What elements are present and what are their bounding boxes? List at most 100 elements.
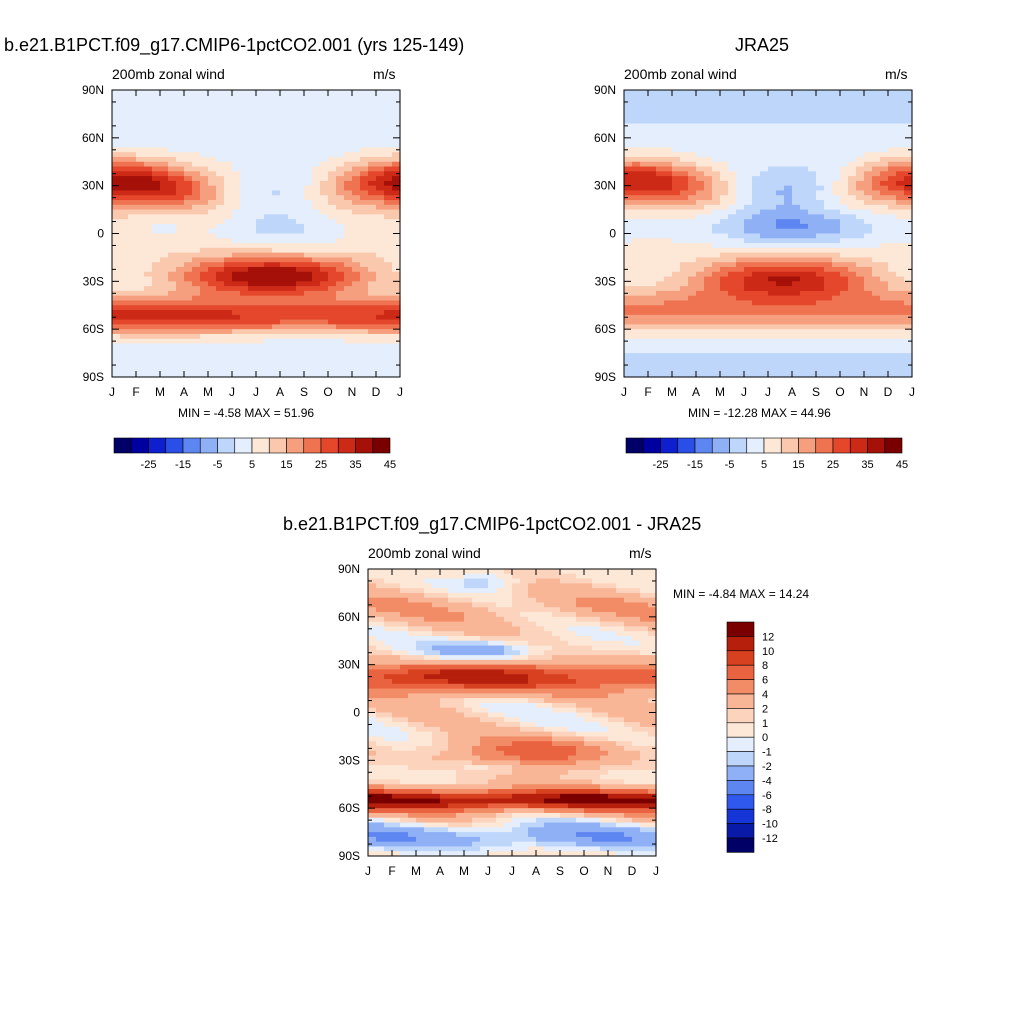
contour-cell xyxy=(648,262,657,268)
contour-cell xyxy=(776,300,785,306)
contour-cell xyxy=(192,90,201,96)
y-tick-label: 60N xyxy=(82,131,104,145)
contour-cell xyxy=(384,569,393,575)
contour-cell xyxy=(296,281,305,287)
contour-cell xyxy=(216,338,225,345)
contour-cell xyxy=(248,262,257,268)
contour-cell xyxy=(184,324,193,330)
contour-cell xyxy=(296,238,305,244)
contour-cell xyxy=(680,290,689,297)
contour-cell xyxy=(712,310,721,316)
contour-cell xyxy=(392,353,401,359)
contour-cell xyxy=(624,171,633,177)
contour-cell xyxy=(840,247,849,254)
contour-cell xyxy=(280,171,289,177)
contour-cell xyxy=(888,94,897,101)
contour-cell xyxy=(872,372,881,378)
contour-cell xyxy=(752,90,761,96)
contour-cell xyxy=(328,233,337,239)
obs-panel-title: JRA25 xyxy=(735,35,790,55)
contour-cell xyxy=(136,99,145,105)
contour-cell xyxy=(760,262,769,268)
contour-cell xyxy=(360,142,369,148)
contour-cell xyxy=(176,252,185,259)
contour-cell xyxy=(752,314,761,321)
contour-cell xyxy=(792,333,801,340)
contour-cell xyxy=(136,156,145,163)
contour-cell xyxy=(864,290,873,297)
contour-cell xyxy=(760,118,769,125)
contour-cell xyxy=(784,137,793,144)
contour-cell xyxy=(384,362,393,369)
contour-cell xyxy=(640,90,649,96)
contour-cell xyxy=(408,817,417,824)
contour-cell xyxy=(256,305,265,311)
contour-cell xyxy=(200,123,209,129)
contour-cell xyxy=(328,214,337,220)
contour-cell xyxy=(624,200,633,206)
contour-cell xyxy=(408,741,417,747)
contour-cell xyxy=(632,257,641,263)
contour-cell xyxy=(824,343,833,349)
contour-cell xyxy=(864,233,873,239)
contour-cell xyxy=(248,123,257,129)
contour-cell xyxy=(648,185,657,192)
contour-cell xyxy=(640,238,649,244)
contour-cell xyxy=(776,133,785,139)
contour-cell xyxy=(832,137,841,144)
contour-cell xyxy=(288,99,297,105)
contour-cell xyxy=(712,319,721,325)
contour-cell xyxy=(856,324,865,330)
contour-cell xyxy=(864,228,873,235)
contour-cell xyxy=(248,176,257,182)
contour-cell xyxy=(376,779,385,785)
contour-cell xyxy=(352,109,361,115)
contour-cell xyxy=(688,147,697,153)
contour-cell xyxy=(296,209,305,215)
contour-cell xyxy=(864,367,873,373)
contour-cell xyxy=(176,271,185,278)
contour-cell xyxy=(320,90,329,96)
contour-cell xyxy=(272,367,281,373)
contour-cell xyxy=(320,228,329,235)
contour-cell xyxy=(392,176,401,182)
contour-cell xyxy=(352,252,361,259)
contour-cell xyxy=(648,128,657,134)
contour-cell xyxy=(216,367,225,373)
contour-cell xyxy=(200,333,209,340)
contour-cell xyxy=(840,118,849,125)
contour-cell xyxy=(376,693,385,699)
contour-cell xyxy=(632,300,641,306)
contour-cell xyxy=(680,243,689,249)
contour-cell xyxy=(280,310,289,316)
contour-cell xyxy=(384,200,393,206)
contour-cell xyxy=(384,765,393,771)
contour-cell xyxy=(312,190,321,196)
contour-cell xyxy=(320,214,329,220)
contour-cell xyxy=(328,271,337,278)
contour-cell xyxy=(120,257,129,263)
contour-cell xyxy=(344,305,353,311)
contour-cell xyxy=(368,803,377,809)
contour-cell xyxy=(296,233,305,239)
contour-cell xyxy=(744,109,753,115)
contour-cell xyxy=(784,357,793,364)
contour-cell xyxy=(336,333,345,340)
contour-cell xyxy=(216,266,225,273)
contour-cell xyxy=(160,94,169,101)
obs-colorbar-box xyxy=(780,437,799,454)
contour-cell xyxy=(384,803,393,809)
contour-cell xyxy=(168,281,177,287)
contour-cell xyxy=(288,353,297,359)
contour-cell xyxy=(688,367,697,373)
contour-cell xyxy=(736,324,745,330)
contour-cell xyxy=(384,645,393,651)
contour-cell xyxy=(816,190,825,196)
contour-cell xyxy=(360,271,369,278)
contour-cell xyxy=(712,338,721,345)
contour-cell xyxy=(352,90,361,96)
contour-cell xyxy=(800,348,809,354)
contour-cell xyxy=(360,147,369,153)
contour-cell xyxy=(664,329,673,335)
contour-cell xyxy=(136,104,145,110)
